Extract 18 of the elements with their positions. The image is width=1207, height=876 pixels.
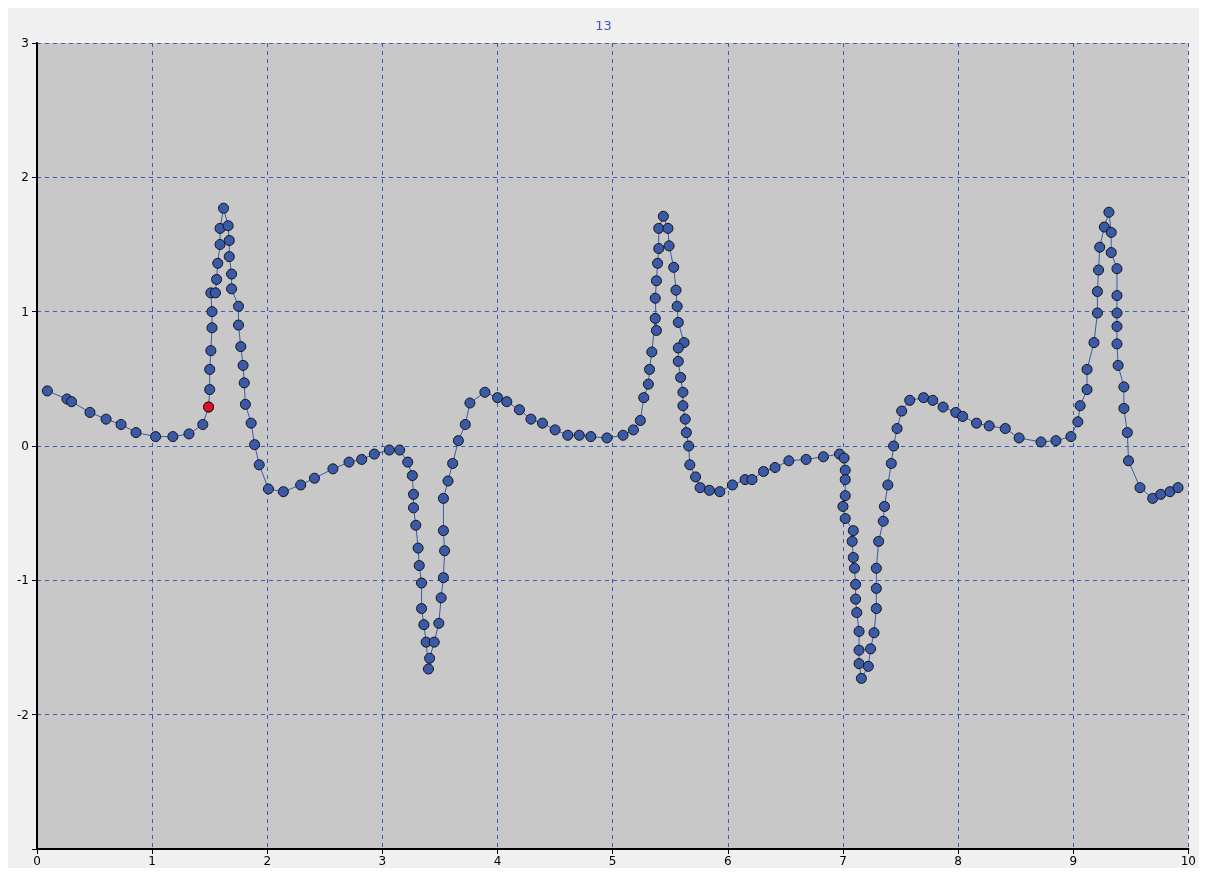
x-tick-label: 0	[33, 854, 41, 868]
x-tick-label: 7	[839, 854, 847, 868]
x-tick-label: 9	[1069, 854, 1078, 868]
y-tick-label: 1	[21, 304, 29, 319]
x-tick-label: 3	[378, 854, 387, 868]
x-tick-label: 10	[1180, 854, 1197, 868]
y-tick-label: 3	[21, 36, 29, 50]
x-tick-label: 4	[493, 854, 502, 868]
y-tick-label: -2	[17, 707, 29, 722]
x-tick-label: 1	[148, 854, 156, 868]
y-tick-label: -1	[17, 573, 29, 588]
y-tick-label: 2	[21, 170, 29, 185]
x-tick-label: 8	[954, 854, 962, 868]
x-tick-label: 6	[724, 854, 732, 868]
x-tick-label: 5	[608, 854, 617, 868]
y-tick-label: 0	[21, 439, 29, 453]
chart-title: 13	[595, 18, 612, 33]
x-tick-label: 2	[263, 854, 272, 868]
